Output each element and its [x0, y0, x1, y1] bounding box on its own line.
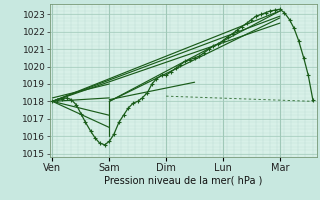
X-axis label: Pression niveau de la mer( hPa ): Pression niveau de la mer( hPa ) — [104, 175, 262, 185]
